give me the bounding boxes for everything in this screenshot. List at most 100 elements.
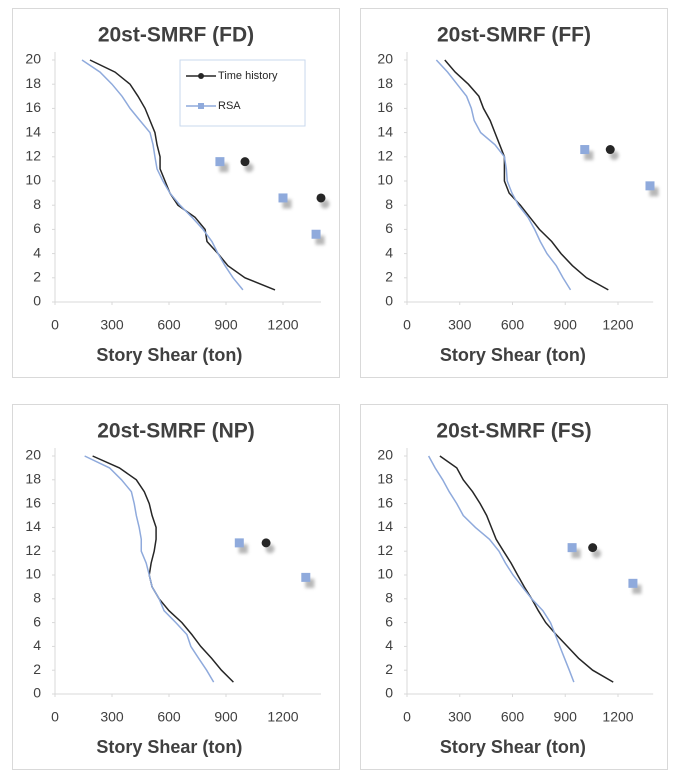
point-marker: [567, 543, 577, 553]
y-tick-label: 18: [25, 471, 41, 487]
marker-shadow: [584, 151, 594, 161]
series-line: [435, 59, 572, 291]
legend-marker: [198, 103, 205, 109]
point-marker: [278, 193, 288, 203]
y-tick-label: 6: [33, 220, 41, 236]
y-tick-label: 2: [385, 269, 393, 285]
y-tick-label: 4: [33, 637, 41, 653]
chart-title: 20st-SMRF (FD): [98, 24, 254, 47]
y-tick-label: 0: [33, 685, 41, 701]
y-tick-label: 10: [377, 172, 393, 188]
y-tick-label: 18: [25, 75, 41, 91]
y-tick-label: 12: [377, 542, 393, 558]
y-tick-label: 4: [33, 244, 41, 260]
marker-shadow: [238, 544, 248, 554]
marker-shadow: [282, 199, 292, 209]
y-tick-label: 18: [377, 75, 393, 91]
y-tick-label: 0: [385, 293, 393, 309]
y-tick-label: 14: [25, 123, 41, 139]
y-tick-label: 10: [377, 566, 393, 582]
x-tick-label: 600: [157, 317, 181, 333]
x-tick-label: 600: [501, 317, 525, 333]
series-line: [439, 455, 614, 683]
x-tick-label: 0: [403, 709, 411, 725]
series-line: [84, 455, 215, 683]
y-tick-label: 8: [385, 590, 393, 606]
x-tick-label: 0: [51, 709, 59, 725]
chart-title: 20st-SMRF (FF): [437, 24, 591, 47]
point-marker: [605, 145, 615, 155]
y-tick-label: 6: [385, 220, 393, 236]
y-tick-label: 20: [377, 51, 393, 67]
y-tick-label: 20: [25, 51, 41, 67]
y-tick-label: 12: [377, 148, 393, 164]
chart-panel: 20st-SMRF (NP) Story Shear (ton) 0 2 4 6 8 10 12…: [12, 404, 340, 770]
point-marker: [316, 193, 326, 203]
x-tick-label: 300: [100, 317, 124, 333]
y-tick-label: 16: [377, 99, 393, 115]
series-line: [92, 455, 234, 683]
point-marker: [588, 543, 598, 553]
x-tick-label: 900: [214, 317, 238, 333]
point-marker: [628, 578, 638, 588]
y-tick-label: 8: [385, 196, 393, 212]
y-tick-label: 16: [377, 494, 393, 510]
y-tick-label: 10: [25, 566, 41, 582]
x-tick-label: 1200: [602, 317, 633, 333]
point-marker: [301, 572, 311, 582]
y-tick-label: 8: [33, 590, 41, 606]
y-tick-label: 6: [33, 613, 41, 629]
x-tick-label: 300: [100, 709, 124, 725]
x-axis-label: Story Shear (ton): [440, 737, 586, 757]
y-tick-label: 0: [33, 293, 41, 309]
point-marker: [215, 157, 225, 167]
y-tick-label: 2: [33, 269, 41, 285]
x-tick-label: 600: [157, 709, 181, 725]
y-tick-label: 4: [385, 244, 393, 260]
chart-title: 20st-SMRF (NP): [97, 420, 255, 443]
chart-panel: 20st-SMRF (FD) Story Shear (ton) 0 2 4 6 8 10 12…: [12, 8, 340, 378]
x-tick-label: 1200: [267, 709, 298, 725]
chart-panel: 20st-SMRF (FF) Story Shear (ton) 0 2 4 6 8 10 12…: [360, 8, 668, 378]
point-marker: [580, 145, 590, 155]
legend-label: Time history: [218, 70, 278, 82]
legend-label: RSA: [218, 100, 241, 112]
x-tick-label: 900: [554, 709, 578, 725]
y-tick-label: 16: [25, 494, 41, 510]
series-line: [444, 59, 609, 291]
panel-border: [12, 404, 340, 770]
y-tick-label: 20: [25, 447, 41, 463]
legend-marker: [198, 73, 205, 79]
legend-box: [179, 59, 306, 127]
y-tick-label: 4: [385, 637, 393, 653]
x-tick-label: 300: [448, 317, 472, 333]
y-tick-label: 6: [385, 613, 393, 629]
series-line: [81, 59, 244, 291]
marker-shadow: [315, 235, 325, 245]
y-tick-label: 14: [377, 123, 393, 139]
point-marker: [261, 538, 271, 548]
x-axis-label: Story Shear (ton): [96, 737, 242, 757]
chart-panel: 20st-SMRF (FS) Story Shear (ton) 0 2 4 6 8 10 12…: [360, 404, 668, 770]
point-marker: [311, 229, 321, 239]
x-axis-label: Story Shear (ton): [96, 345, 242, 365]
point-marker: [240, 157, 250, 167]
y-tick-label: 14: [377, 518, 393, 534]
y-tick-label: 10: [25, 172, 41, 188]
y-tick-label: 14: [25, 518, 41, 534]
point-marker: [234, 538, 244, 548]
point-marker: [645, 181, 655, 191]
marker-shadow: [219, 163, 229, 173]
y-tick-label: 0: [385, 685, 393, 701]
marker-shadow: [571, 549, 581, 559]
x-tick-label: 300: [448, 709, 472, 725]
chart-title: 20st-SMRF (FS): [436, 420, 591, 443]
x-tick-label: 900: [554, 317, 578, 333]
x-tick-label: 1200: [267, 317, 298, 333]
y-tick-label: 12: [25, 542, 41, 558]
y-tick-label: 20: [377, 447, 393, 463]
marker-shadow: [305, 578, 315, 588]
y-tick-label: 8: [33, 196, 41, 212]
y-tick-label: 2: [33, 661, 41, 677]
